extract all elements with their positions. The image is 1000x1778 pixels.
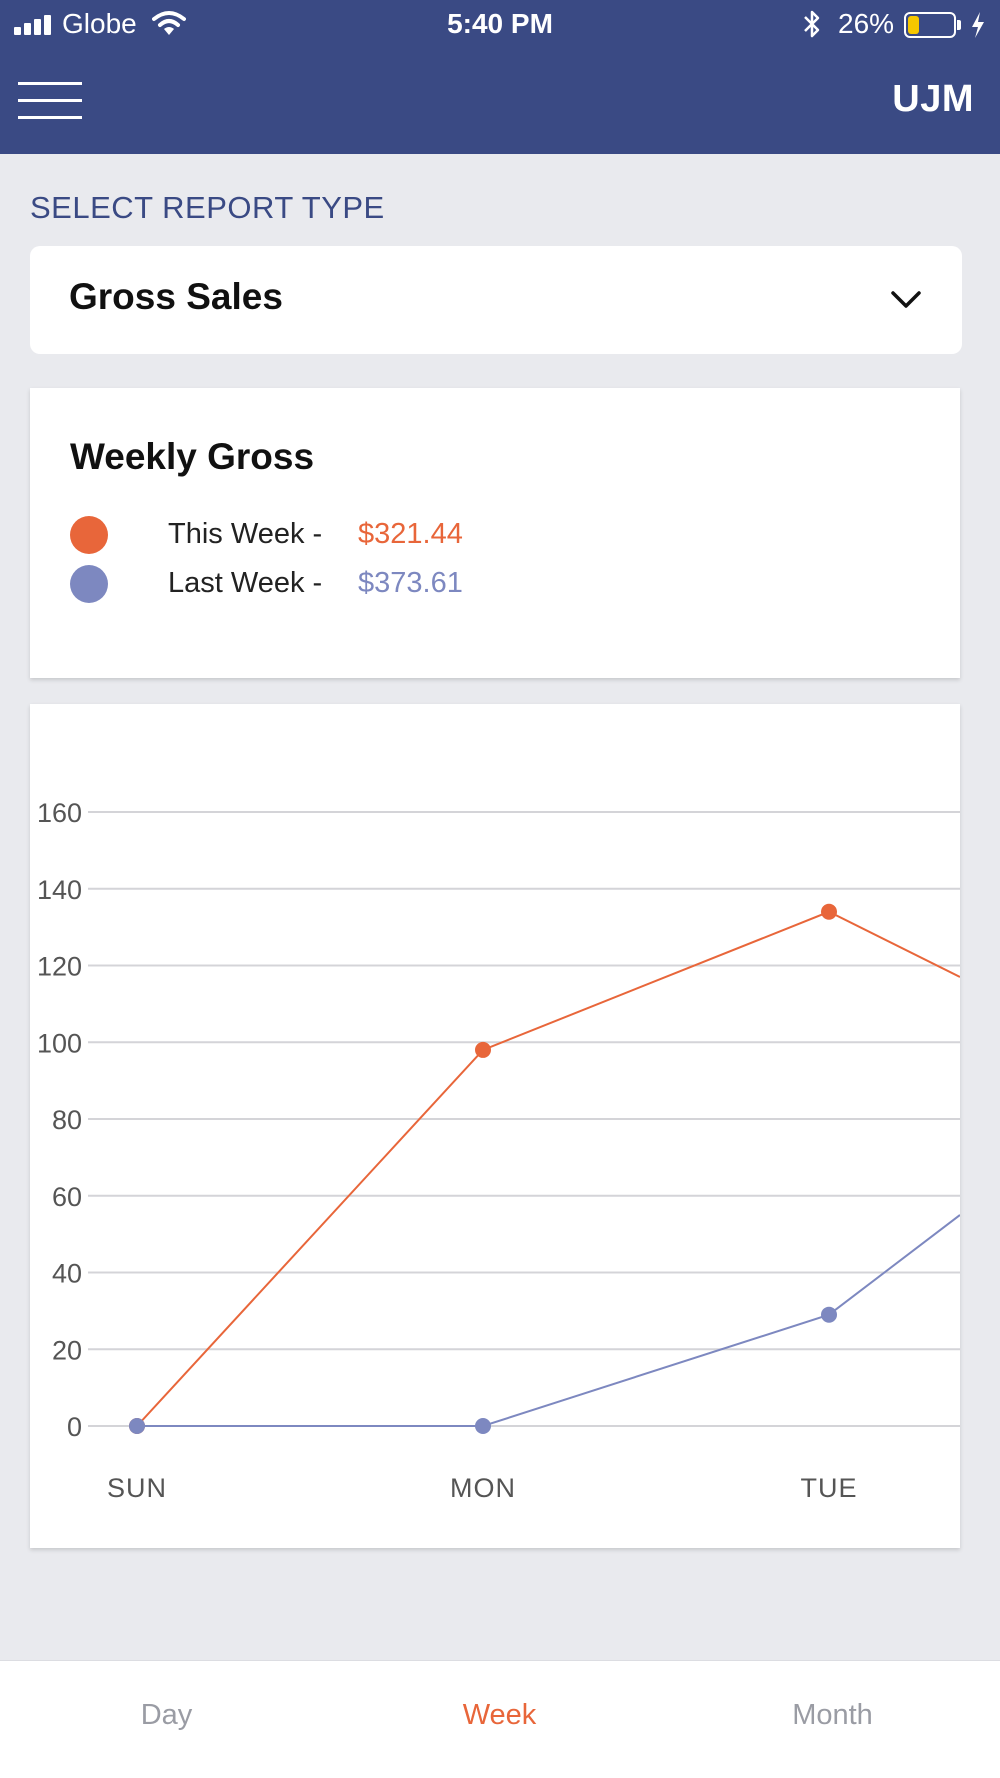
battery-icon (904, 12, 962, 38)
wifi-icon (152, 11, 186, 35)
y-tick-label: 160 (37, 798, 82, 828)
x-tick-label: MON (450, 1473, 516, 1503)
y-tick-label: 140 (37, 875, 82, 905)
data-point (821, 1306, 837, 1323)
charging-icon (972, 12, 984, 38)
data-point (475, 1418, 491, 1434)
bluetooth-icon (804, 10, 820, 38)
chart-card: 0 20 40 60 80 100 120 140 160 SUN MON TUE (30, 704, 960, 1548)
legend-label: Last Week - (168, 567, 323, 599)
legend-dot-last-week (70, 565, 108, 603)
battery-percent: 26% (838, 8, 895, 39)
hamburger-menu-icon[interactable] (18, 82, 82, 122)
y-tick-label: 0 (67, 1412, 82, 1442)
summary-title: Weekly Gross (70, 436, 315, 477)
y-tick-label: 60 (52, 1182, 82, 1212)
y-tick-label: 100 (37, 1028, 82, 1058)
report-type-dropdown[interactable]: Gross Sales (30, 246, 962, 354)
tab-month[interactable]: Month (792, 1699, 873, 1731)
tab-week[interactable]: Week (462, 1699, 537, 1731)
data-point (129, 1418, 145, 1434)
weekly-line-chart: 0 20 40 60 80 100 120 140 160 SUN MON TUE (37, 798, 960, 1503)
status-bar: Globe 5:40 PM 26% (0, 0, 1000, 50)
y-tick-label: 20 (52, 1335, 82, 1365)
x-tick-label: SUN (107, 1473, 167, 1503)
legend-value: $321.44 (358, 518, 463, 550)
bottom-tab-bar: Day Week Month (0, 1660, 1000, 1778)
app-header: Globe 5:40 PM 26% UJM (0, 0, 1000, 154)
legend-dot-this-week (70, 516, 108, 554)
data-point (475, 1041, 491, 1058)
select-report-label: SELECT REPORT TYPE (30, 190, 385, 225)
brand-title: UJM (892, 78, 974, 120)
data-point (821, 903, 837, 920)
status-time: 5:40 PM (447, 8, 553, 39)
tab-day[interactable]: Day (140, 1699, 193, 1731)
legend-value: $373.61 (358, 567, 463, 599)
y-tick-label: 120 (37, 952, 82, 982)
legend-label: This Week - (168, 518, 323, 550)
y-tick-label: 80 (52, 1105, 82, 1135)
signal-icon (14, 15, 54, 35)
y-tick-label: 40 (52, 1259, 82, 1289)
series-line-last-week (137, 1214, 960, 1427)
weekly-summary-card: Weekly Gross This Week - $321.44 Last We… (30, 388, 960, 678)
report-type-value: Gross Sales (69, 276, 283, 317)
chevron-down-icon (891, 291, 921, 308)
x-tick-label: TUE (801, 1473, 858, 1503)
series-line-this-week (136, 910, 960, 1427)
carrier-name: Globe (62, 8, 137, 39)
